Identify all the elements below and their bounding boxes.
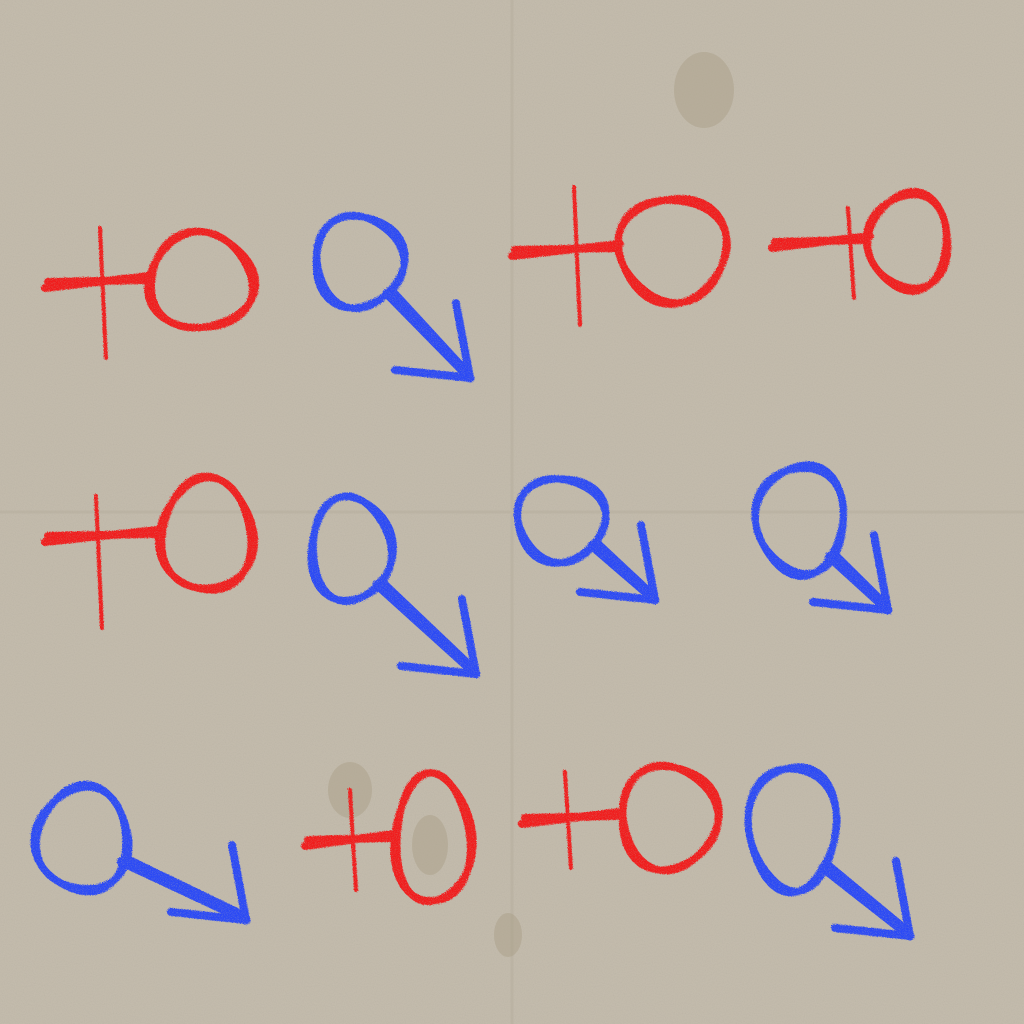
male-symbol-icon <box>307 492 481 679</box>
symbol-arrow-head <box>167 841 250 924</box>
symbol-cross-bar <box>41 526 162 546</box>
male-symbol-icon <box>513 475 660 605</box>
male-symbol-icon <box>751 461 893 615</box>
symbol-cross-bar <box>301 830 398 850</box>
male-symbol-icon <box>744 763 915 941</box>
female-symbol-icon <box>41 472 258 630</box>
symbol-ring <box>312 211 409 312</box>
symbol-ring <box>144 227 260 332</box>
symbol-arrow-shaft <box>824 549 893 615</box>
symbol-cross-bar <box>41 272 154 292</box>
symbols-layer <box>30 185 952 941</box>
symbol-arrow-head <box>809 531 892 614</box>
symbol-arrow-shaft <box>382 285 475 383</box>
symbol-cross-stem <box>94 494 104 630</box>
symbol-cross-stem <box>348 788 358 892</box>
symbol-cross-stem <box>98 226 108 360</box>
female-symbol-icon <box>301 769 477 906</box>
symbol-arrow-shaft <box>116 854 251 925</box>
symbol-arrow-head <box>391 299 474 382</box>
symbol-arrow-shaft <box>372 577 481 679</box>
female-symbol-icon <box>518 761 723 875</box>
paper-stains <box>328 52 734 957</box>
symbol-arrow-head <box>576 521 659 604</box>
symbol-cross-stem <box>846 206 856 300</box>
female-symbol-icon <box>768 187 952 300</box>
symbol-ring <box>618 761 723 875</box>
symbol-ring <box>614 195 731 308</box>
symbol-arrow-head <box>397 595 480 678</box>
symbol-arrow-shaft <box>818 860 915 941</box>
symbol-cross-bar <box>508 240 624 260</box>
symbol-cross-stem <box>563 770 573 870</box>
female-symbol-icon <box>508 185 731 327</box>
symbol-ring <box>390 769 477 906</box>
symbol-ring <box>751 461 848 580</box>
symbol-ring <box>513 475 610 567</box>
symbol-arrow-shaft <box>587 538 660 605</box>
male-symbol-icon <box>312 211 475 383</box>
female-symbol-icon <box>41 226 260 360</box>
symbol-arrow-head <box>831 857 914 940</box>
symbol-ring <box>154 472 258 594</box>
symbol-cross-bar <box>518 808 624 828</box>
male-symbol-icon <box>30 780 251 925</box>
symbol-cross-stem <box>572 185 582 327</box>
